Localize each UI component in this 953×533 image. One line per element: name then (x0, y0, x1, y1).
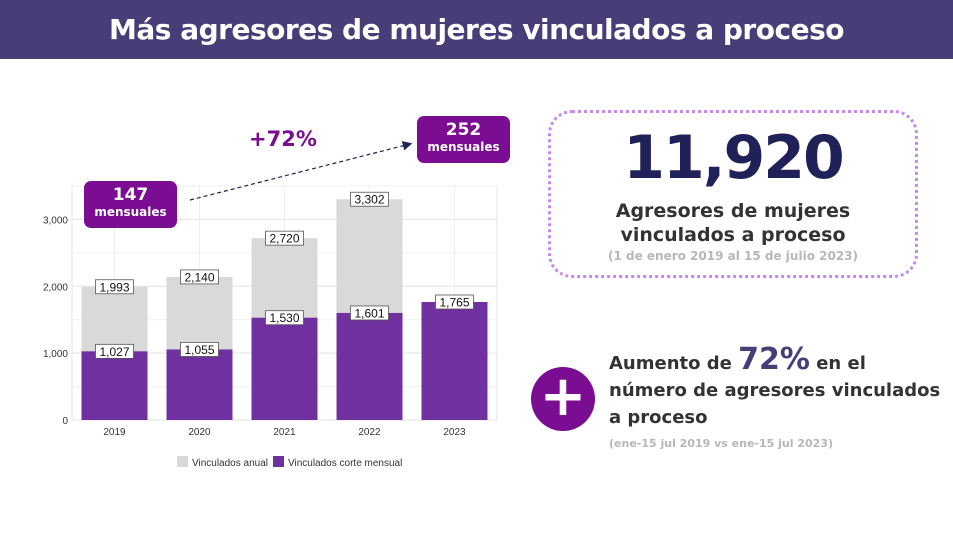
callout-252-value: 252 (445, 120, 482, 140)
data-label-box (435, 294, 474, 310)
data-label-cut-2023: 1,765 (439, 295, 469, 309)
bar-cut-2021 (251, 317, 318, 420)
callout-252-unit: mensuales (427, 140, 500, 154)
total-label: Agresores de mujeres vinculados a proces… (551, 199, 915, 247)
total-range: (1 de enero 2019 al 15 de julio 2023) (607, 249, 858, 263)
callout-147-unit: mensuales (94, 205, 167, 219)
plus-icon: + (531, 367, 595, 431)
data-label-annual-2022: 3,302 (354, 193, 384, 207)
x-tick-label: 2021 (273, 427, 296, 438)
data-label-annual-2019: 1,993 (99, 280, 129, 294)
legend-swatch-annual (177, 456, 188, 467)
data-label-box (180, 269, 219, 285)
data-label-box (350, 191, 389, 207)
data-label-annual-2020: 2,140 (184, 270, 214, 284)
data-label-box (350, 305, 389, 321)
y-tick-label: 1,000 (43, 349, 68, 360)
data-label-box (265, 310, 304, 326)
callout-147-value: 147 (112, 185, 149, 205)
x-tick-label: 2022 (358, 427, 381, 438)
increase-prefix: Aumento de (609, 353, 739, 374)
x-tick-label: 2020 (188, 427, 211, 438)
legend-label-annual: Vinculados anual (192, 458, 268, 469)
callout-147: 147 mensuales (84, 181, 177, 228)
header-bar: Más agresores de mujeres vinculados a pr… (0, 0, 953, 59)
data-label-box (180, 342, 219, 357)
data-label-annual-2021: 2,720 (269, 232, 299, 246)
page-title: Más agresores de mujeres vinculados a pr… (109, 13, 844, 46)
x-tick-label: 2019 (103, 427, 126, 438)
bar-cut-2022 (336, 312, 403, 420)
legend-swatch-cut (273, 456, 284, 467)
total-label-line1: Agresores de mujeres (615, 200, 851, 222)
data-label-cut-2021: 1,530 (269, 311, 299, 325)
x-tick-label: 2023 (443, 427, 466, 438)
data-label-cut-2020: 1,055 (184, 343, 214, 357)
bar-cut-2020 (166, 349, 233, 420)
callout-252: 252 mensuales (417, 116, 510, 163)
growth-percent: +72% (249, 127, 317, 151)
legend-label-cut: Vinculados corte mensual (288, 458, 402, 469)
total-label-line2: vinculados a proceso (620, 224, 846, 246)
data-label-box (95, 343, 134, 359)
total-panel: 11,920 Agresores de mujeres vinculados a… (548, 110, 918, 278)
increase-text: Aumento de 72% en el número de agresores… (609, 345, 949, 431)
y-tick-label: 2,000 (43, 282, 68, 293)
data-label-cut-2022: 1,601 (354, 306, 384, 320)
y-tick-label: 3,000 (43, 215, 68, 226)
y-tick-label: 0 (62, 416, 68, 427)
total-number: 11,920 (623, 123, 845, 193)
bar-cut-2023 (421, 301, 488, 420)
data-label-box (95, 279, 134, 295)
increase-note: (ene-15 jul 2019 vs ene-15 jul 2023) (609, 437, 833, 450)
increase-suffix: en el número de agresores vinculados a p… (609, 353, 941, 428)
bar-cut-2019 (81, 351, 148, 420)
data-label-cut-2019: 1,027 (99, 345, 129, 359)
increase-percent: 72% (738, 342, 810, 377)
data-label-box (265, 230, 304, 246)
